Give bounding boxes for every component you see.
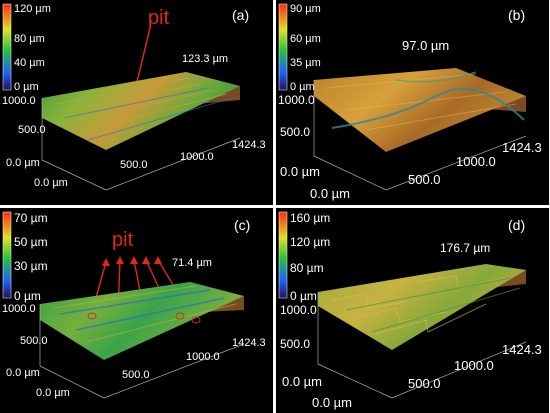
scale-tick-0: 160 µm [290,211,330,225]
scale-tick-1: 80 µm [14,33,45,45]
surface-top [314,68,526,152]
scale-tick-1: 120 µm [290,235,330,249]
height-readout: 123.3 µm [182,53,228,65]
axis-x-label-500: 500.0 [122,369,150,381]
surface-top [42,72,240,150]
origin-label-1: 0.0 µm [280,164,320,179]
surface-streaks [55,77,227,133]
scale-tick-3: 0 µm [290,81,315,93]
axis-x-label-500: 500.0 [120,159,148,171]
axis-x-label-end: 1424.3 [502,140,542,155]
scale-tick-1: 60 µm [290,33,321,45]
surface-ridges [331,275,507,335]
color-scale-bar [278,211,288,299]
color-scale-bar [2,3,12,91]
axis-x-label-1000: 1000.0 [456,154,496,169]
panel-label: (b) [508,7,525,23]
panel-b: 90 µm 60 µm 35 µm 0 µm (b) 97.0 µm 1000.… [276,0,549,205]
axis-lines [39,304,245,399]
surface-plot-b: 90 µm 60 µm 35 µm 0 µm (b) 97.0 µm 1000.… [278,3,542,201]
axis-y-label-mid: 500.0 [280,125,310,139]
height-readout: 176.7 µm [440,241,490,255]
color-scale-bar [2,211,12,299]
pit-arrow [135,27,151,87]
surface-groove-2 [395,71,477,83]
pit-arrowheads [102,256,162,266]
scale-tick-2: 40 µm [14,57,45,69]
origin-label-2: 0.0 µm [310,186,350,201]
height-readout: 71.4 µm [172,257,212,269]
axis-lines [41,98,241,191]
scale-tick-3: 0 µm [290,289,317,303]
axis-y-label-top: 1000.0 [278,93,315,107]
panel-a: 120 µm 80 µm 40 µm 0 µm (a) pit 123.3 µm… [0,0,273,205]
origin-label-1: 0.0 µm [282,374,322,389]
axis-y-label-mid: 500.0 [280,337,310,351]
surface-streaks-blue [63,87,233,141]
axis-x-label-end: 1424.3 [232,139,266,151]
surface-top [40,282,244,360]
panel-d: 160 µm 120 µm 80 µm 0 µm (d) 176.7 µm 10… [276,208,549,413]
axis-x-label-end: 1424.3 [232,337,266,349]
scale-tick-2: 30 µm [14,259,48,273]
surface-streaks-green [345,277,521,333]
axis-x-label-1000: 1000.0 [454,358,494,373]
surface-plot-a: 120 µm 80 µm 40 µm 0 µm (a) pit 123.3 µm… [2,3,266,191]
scale-tick-2: 35 µm [290,57,321,69]
axis-x-label-end: 1424.3 [502,342,542,357]
axis-y-label-mid: 500.0 [20,335,48,347]
surface-top [318,264,526,350]
surface-plot-c: 70 µm 50 µm 30 µm 0 µm (c) pit 71.4 µm [2,211,266,399]
scale-tick-0: 90 µm [290,3,321,15]
axis-x-label-500: 500.0 [408,376,441,391]
axis-y-label-top: 1000.0 [280,303,317,317]
height-readout: 97.0 µm [402,38,449,53]
panel-label: (a) [232,7,249,23]
pit-annotation: pit [112,229,134,251]
panel-c: 70 µm 50 µm 30 µm 0 µm (c) pit 71.4 µm [0,208,273,413]
surface-streaks [53,285,237,343]
origin-label-1: 0.0 µm [6,367,40,379]
pit-annotation: pit [148,7,170,29]
scale-tick-1: 50 µm [14,235,48,249]
axis-y-label-top: 1000.0 [2,303,36,315]
panel-label: (d) [508,217,525,233]
pit-markers [87,312,201,324]
origin-label-2: 0.0 µm [36,387,70,399]
origin-label-2: 0.0 µm [312,395,352,410]
surface-streaks-blue [59,289,225,331]
surface-plot-d: 160 µm 120 µm 80 µm 0 µm (d) 176.7 µm 10… [278,211,542,410]
scale-tick-0: 70 µm [14,211,48,225]
axis-x-label-1000: 1000.0 [186,351,220,363]
scale-tick-0: 120 µm [14,3,51,15]
axis-x-label-500: 500.0 [408,172,441,187]
surface-groove [331,87,525,129]
axis-lines [313,80,527,191]
color-scale-bar [278,3,288,91]
scale-tick-2: 80 µm [290,261,324,275]
axis-lines [317,292,527,399]
axis-x-label-1000: 1000.0 [180,151,214,163]
axis-y-label-mid: 500.0 [18,124,46,136]
origin-label-2: 0.0 µm [34,177,68,189]
origin-label-1: 0.0 µm [6,157,40,169]
scale-tick-3: 0 µm [14,81,39,93]
scale-tick-3: 0 µm [14,289,41,303]
panel-label: (c) [234,217,250,233]
axis-y-label-top: 1000.0 [2,95,36,107]
